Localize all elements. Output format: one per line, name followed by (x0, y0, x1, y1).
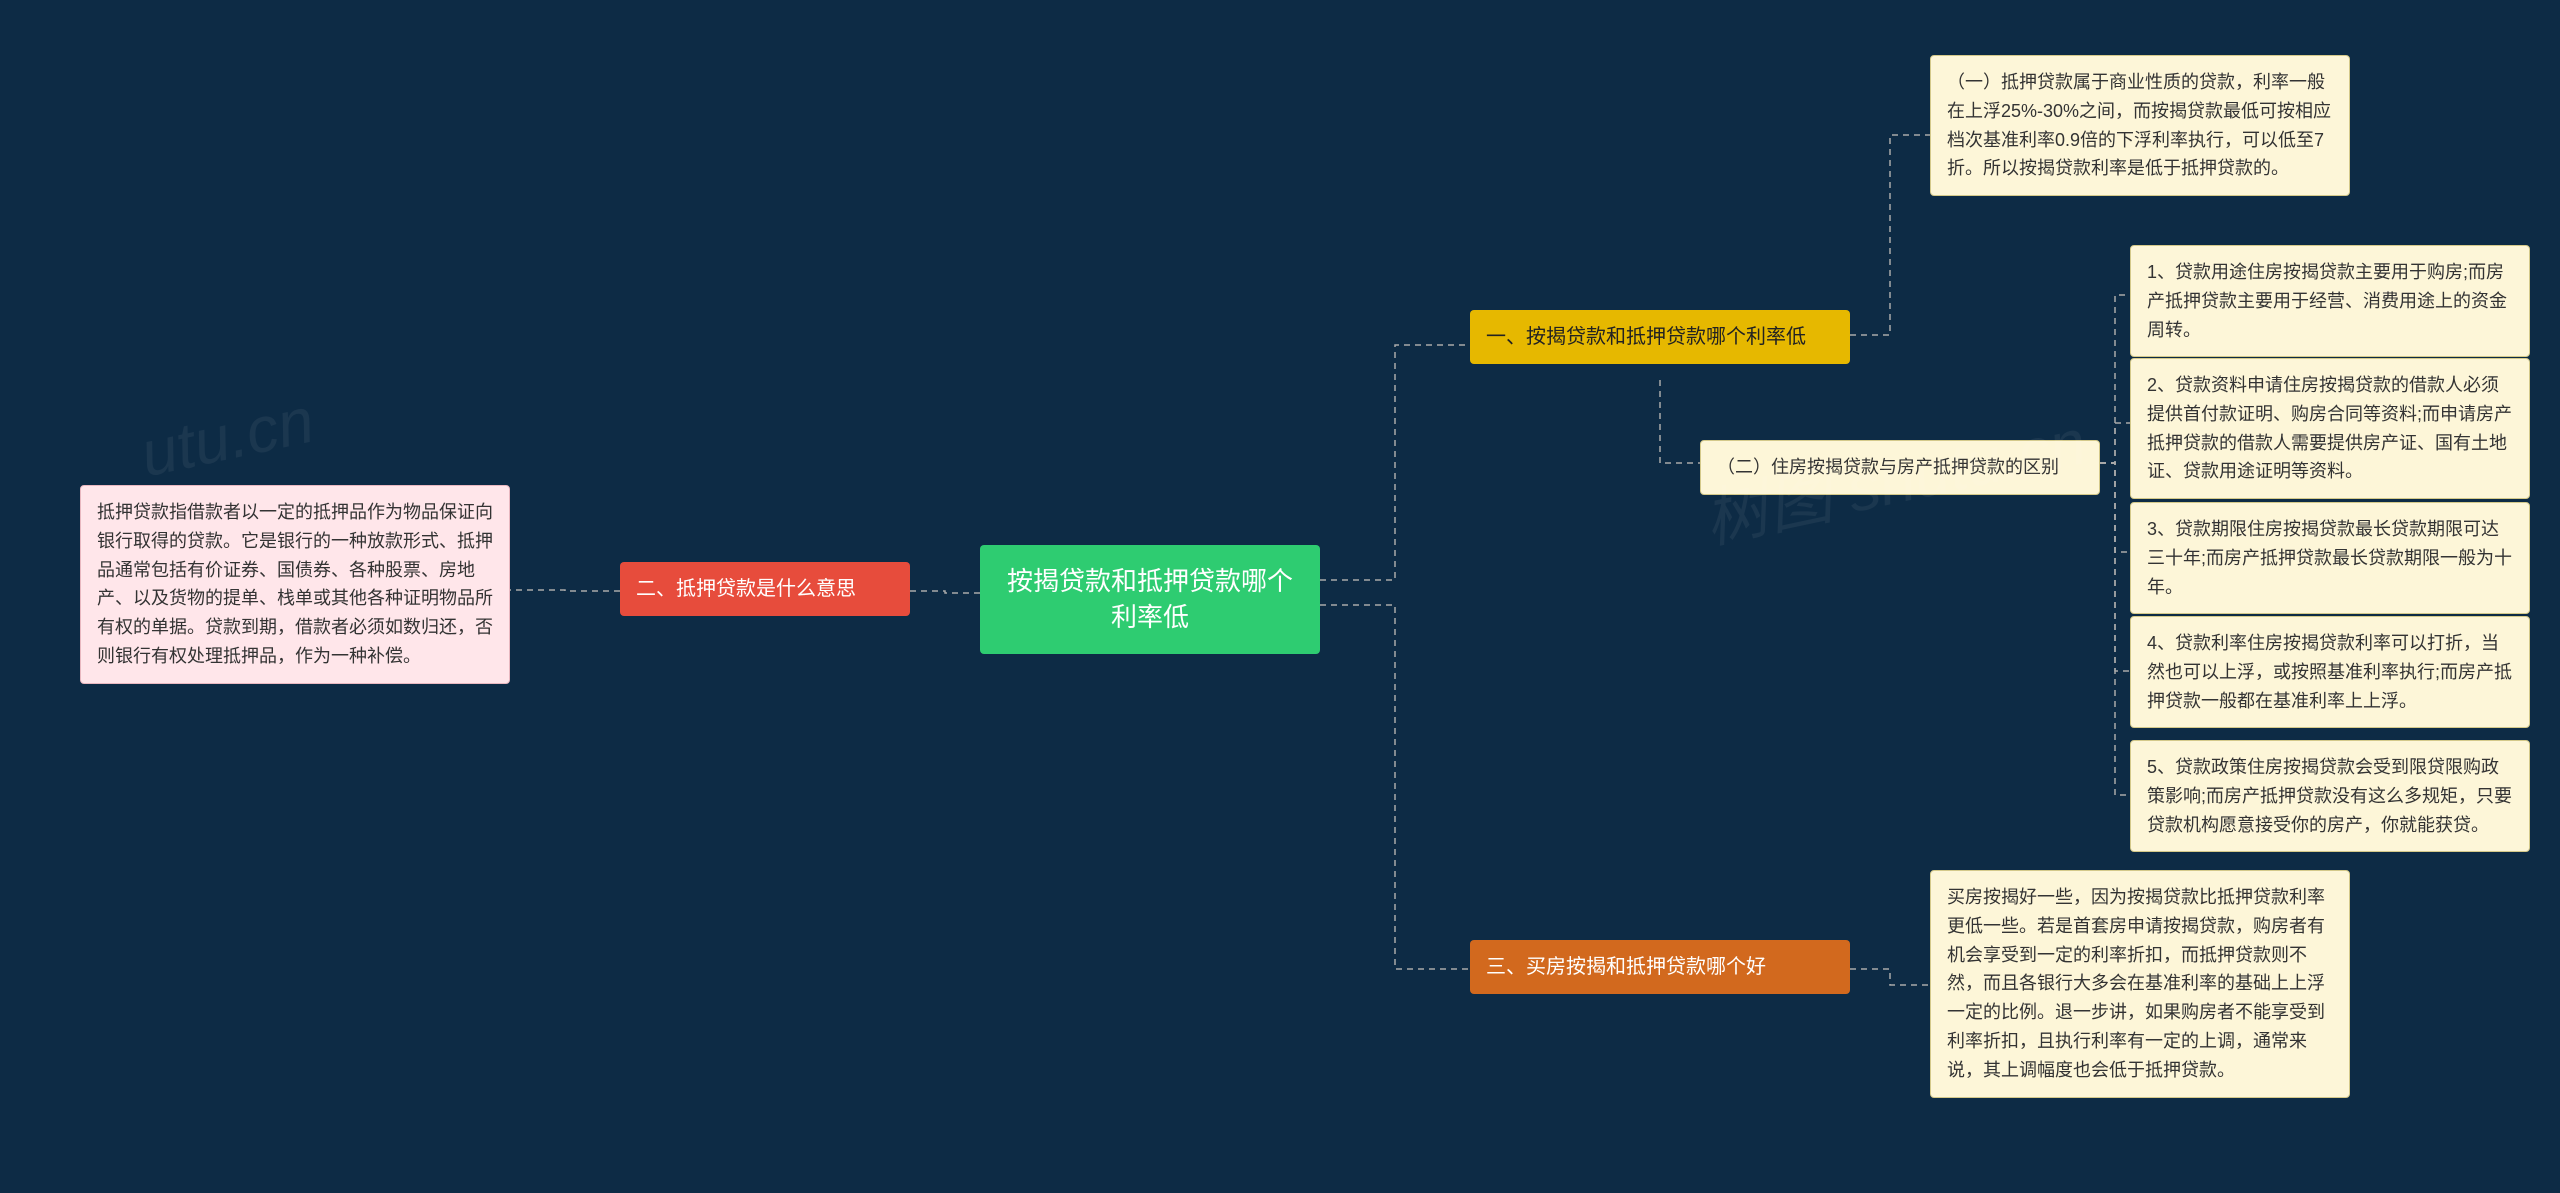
branch-one: 一、按揭贷款和抵押贷款哪个利率低 (1470, 310, 1850, 364)
branch-one-child-a: （一）抵押贷款属于商业性质的贷款，利率一般在上浮25%-30%之间，而按揭贷款最… (1930, 55, 2350, 196)
root-text: 按揭贷款和抵押贷款哪个利率低 (1007, 566, 1293, 632)
root-node: 按揭贷款和抵押贷款哪个利率低 (980, 545, 1320, 654)
diff-item-2-text: 2、贷款资料申请住房按揭贷款的借款人必须提供首付款证明、购房合同等资料;而申请房… (2147, 375, 2512, 481)
diff-item-1-text: 1、贷款用途住房按揭贷款主要用于购房;而房产抵押贷款主要用于经营、消费用途上的资… (2147, 262, 2507, 340)
watermark-1-text: utu.cn (134, 384, 320, 491)
branch-one-child-b: （二）住房按揭贷款与房产抵押贷款的区别 (1700, 440, 2100, 495)
diff-item-3: 3、贷款期限住房按揭贷款最长贷款期限可达三十年;而房产抵押贷款最长贷款期限一般为… (2130, 502, 2530, 614)
branch-one-child-b-label: （二）住房按揭贷款与房产抵押贷款的区别 (1717, 457, 2059, 477)
branch-three-label: 三、买房按揭和抵押贷款哪个好 (1486, 956, 1766, 978)
branch-two-label: 二、抵押贷款是什么意思 (636, 578, 856, 600)
branch-two: 二、抵押贷款是什么意思 (620, 562, 910, 616)
diff-item-4-text: 4、贷款利率住房按揭贷款利率可以打折，当然也可以上浮，或按照基准利率执行;而房产… (2147, 633, 2512, 711)
diff-item-2: 2、贷款资料申请住房按揭贷款的借款人必须提供首付款证明、购房合同等资料;而申请房… (2130, 358, 2530, 499)
branch-three: 三、买房按揭和抵押贷款哪个好 (1470, 940, 1850, 994)
branch-two-leaf: 抵押贷款指借款者以一定的抵押品作为物品保证向银行取得的贷款。它是银行的一种放款形… (80, 485, 510, 684)
watermark-1: utu.cn (134, 383, 320, 492)
diff-item-5-text: 5、贷款政策住房按揭贷款会受到限贷限购政策影响;而房产抵押贷款没有这么多规矩，只… (2147, 757, 2512, 835)
branch-one-label: 一、按揭贷款和抵押贷款哪个利率低 (1486, 326, 1806, 348)
branch-three-leaf-text: 买房按揭好一些，因为按揭贷款比抵押贷款利率更低一些。若是首套房申请按揭贷款，购房… (1947, 887, 2325, 1080)
diff-item-4: 4、贷款利率住房按揭贷款利率可以打折，当然也可以上浮，或按照基准利率执行;而房产… (2130, 616, 2530, 728)
diff-item-5: 5、贷款政策住房按揭贷款会受到限贷限购政策影响;而房产抵押贷款没有这么多规矩，只… (2130, 740, 2530, 852)
branch-two-leaf-text: 抵押贷款指借款者以一定的抵押品作为物品保证向银行取得的贷款。它是银行的一种放款形… (97, 502, 493, 666)
branch-one-child-a-text: （一）抵押贷款属于商业性质的贷款，利率一般在上浮25%-30%之间，而按揭贷款最… (1947, 72, 2331, 178)
branch-three-leaf: 买房按揭好一些，因为按揭贷款比抵押贷款利率更低一些。若是首套房申请按揭贷款，购房… (1930, 870, 2350, 1098)
diff-item-1: 1、贷款用途住房按揭贷款主要用于购房;而房产抵押贷款主要用于经营、消费用途上的资… (2130, 245, 2530, 357)
diff-item-3-text: 3、贷款期限住房按揭贷款最长贷款期限可达三十年;而房产抵押贷款最长贷款期限一般为… (2147, 519, 2512, 597)
